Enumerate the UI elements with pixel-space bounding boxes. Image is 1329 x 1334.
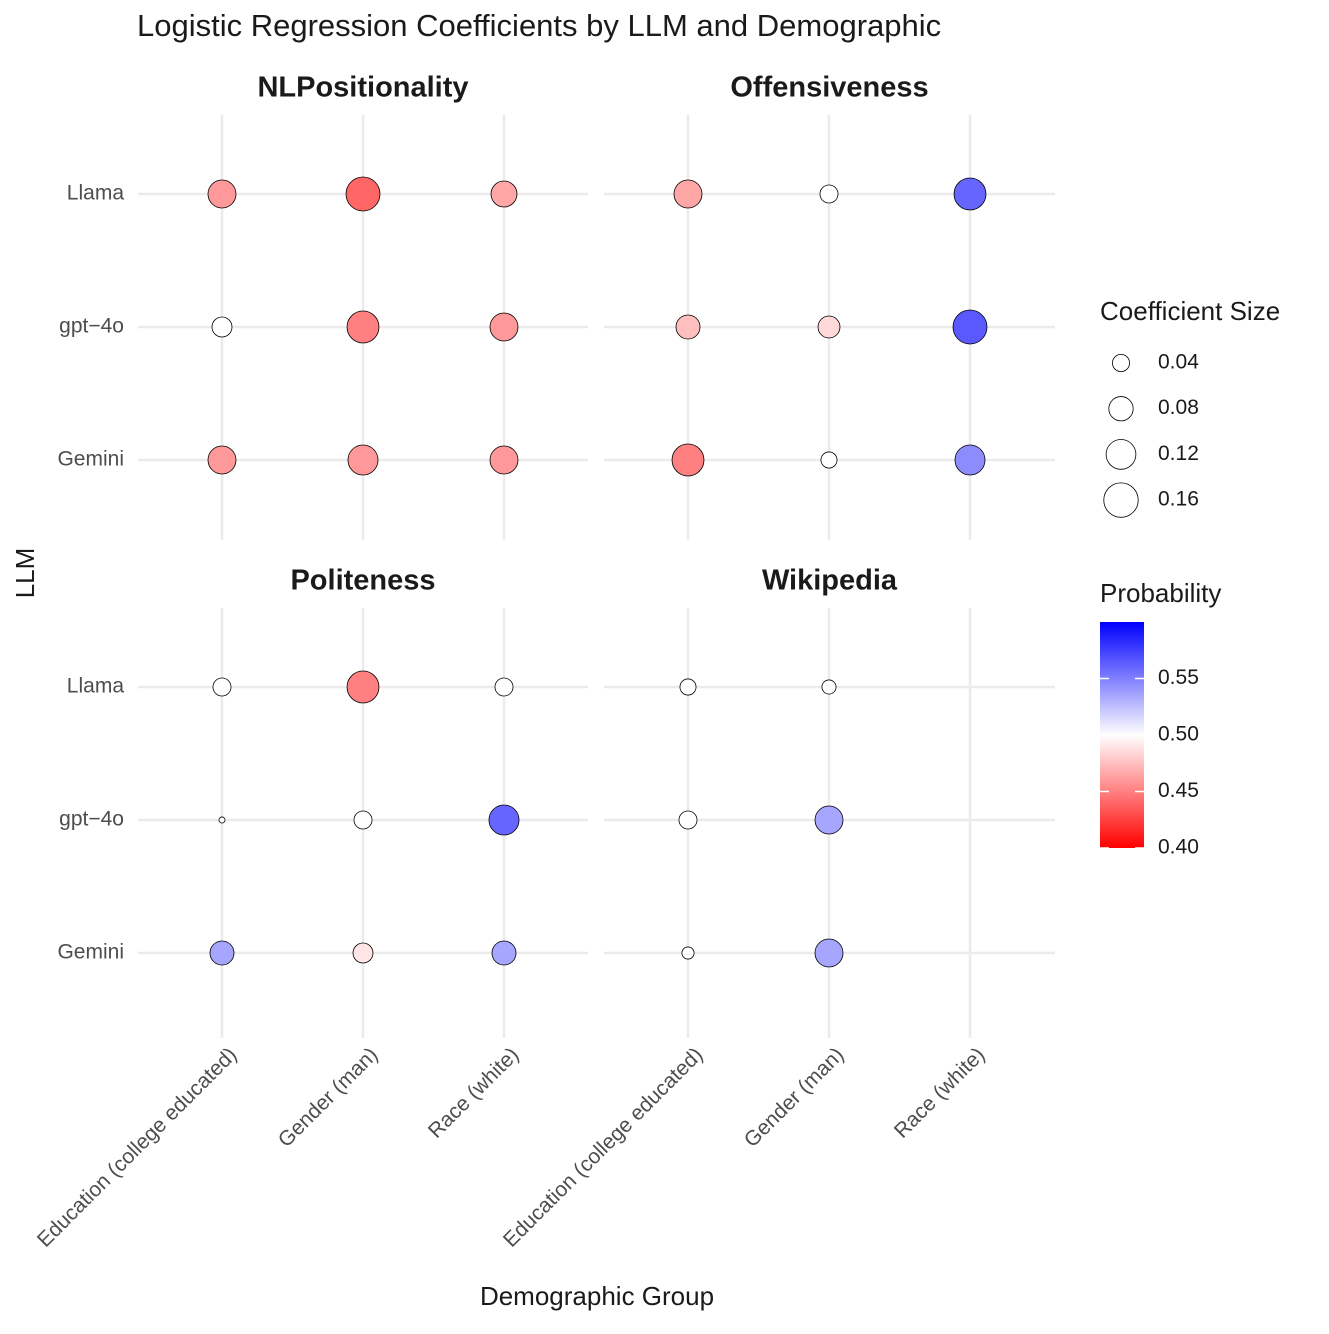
bubble xyxy=(679,678,697,696)
bubble xyxy=(814,805,844,835)
legend-size-key xyxy=(1105,439,1137,470)
x-tick-label: Gender (man) xyxy=(740,1043,849,1152)
bubble xyxy=(212,677,232,697)
x-tick-label: Education (college educated) xyxy=(499,1043,708,1252)
legend-label: 0.55 xyxy=(1158,666,1199,689)
bubble xyxy=(675,314,701,340)
bubble xyxy=(821,679,837,695)
legend-size-key xyxy=(1112,353,1131,372)
bubble xyxy=(489,312,519,342)
bubble xyxy=(952,309,988,345)
legend-label: 0.50 xyxy=(1158,723,1199,746)
y-tick-label: gpt−4o xyxy=(59,808,124,831)
bubble xyxy=(207,179,237,209)
x-tick-label: Race (white) xyxy=(890,1043,990,1143)
legend-label: 0.08 xyxy=(1158,396,1199,419)
x-tick-label: Education (college educated) xyxy=(33,1043,242,1252)
y-tick-label: Gemini xyxy=(57,448,124,471)
bubble xyxy=(347,444,379,476)
y-tick-label: Llama xyxy=(67,182,125,205)
legend-size-key xyxy=(1103,482,1139,518)
bubble xyxy=(207,445,237,475)
panel-title: NLPositionality xyxy=(257,72,468,104)
y-tick-label: gpt−4o xyxy=(59,315,124,338)
bubble xyxy=(345,176,381,212)
bubble xyxy=(671,443,705,477)
bubble xyxy=(678,810,698,830)
bubble xyxy=(681,946,695,960)
y-axis-title: LLM xyxy=(10,548,40,599)
bubble xyxy=(346,670,380,704)
bubble xyxy=(954,444,986,476)
bubble xyxy=(817,315,841,339)
panel-title: Politeness xyxy=(290,565,435,597)
bubble xyxy=(489,445,519,475)
legend-title: Coefficient Size xyxy=(1100,296,1280,326)
bubble xyxy=(209,940,235,966)
bubble xyxy=(346,310,380,344)
legend-title: Probability xyxy=(1100,578,1221,608)
legend-label: 0.45 xyxy=(1158,779,1199,802)
x-axis-title: Demographic Group xyxy=(480,1281,714,1311)
y-tick-label: Gemini xyxy=(57,941,124,964)
chart-title: Logistic Regression Coefficients by LLM … xyxy=(137,8,941,43)
bubble xyxy=(218,816,226,824)
legend-label: 0.12 xyxy=(1158,442,1199,465)
bubble xyxy=(820,451,838,469)
y-tick-label: Llama xyxy=(67,675,125,698)
bubble xyxy=(490,180,518,208)
bubble xyxy=(211,316,233,338)
bubble xyxy=(352,942,374,964)
bubble xyxy=(494,677,514,697)
panel-title: Wikipedia xyxy=(762,565,898,597)
bubble xyxy=(953,177,987,211)
legend-label: 0.16 xyxy=(1158,488,1199,511)
bubble xyxy=(673,179,703,209)
x-tick-label: Race (white) xyxy=(424,1043,524,1143)
bubble xyxy=(491,940,517,966)
legend-size-key xyxy=(1108,396,1134,422)
panel-title: Offensiveness xyxy=(730,72,928,104)
x-tick-label: Gender (man) xyxy=(274,1043,383,1152)
bubble xyxy=(814,938,844,968)
legend-label: 0.40 xyxy=(1158,836,1199,859)
bubble xyxy=(488,804,520,836)
bubble xyxy=(353,810,373,830)
legend-label: 0.04 xyxy=(1158,351,1199,374)
bubble xyxy=(819,184,839,204)
